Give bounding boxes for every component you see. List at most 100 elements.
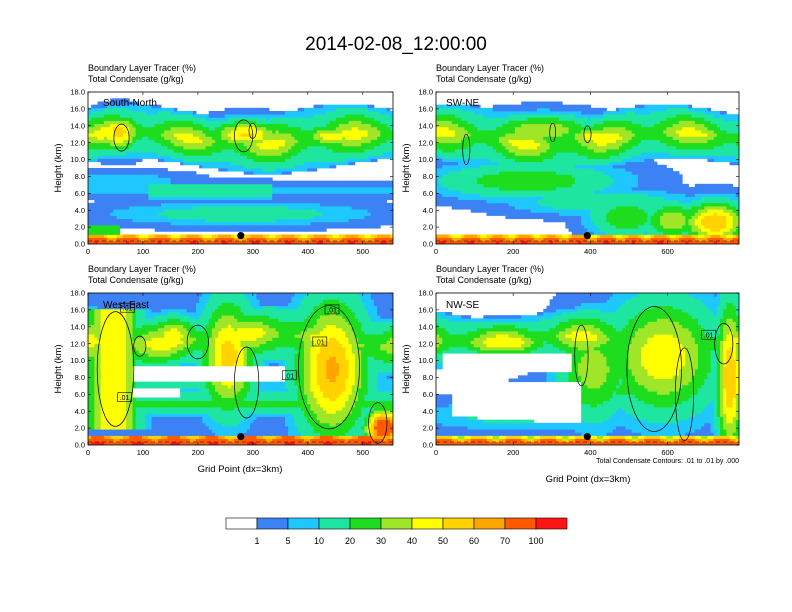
axes: 0.0 2.0 4.0 6.0 8.0 10.0 12.0 14.0 16.0 18.0 0 200 4… xyxy=(418,289,739,457)
colorbar-label: 5 xyxy=(285,536,290,546)
y-tick-label: 14.0 xyxy=(70,322,85,331)
contour-line xyxy=(96,311,135,427)
colorbar-label: 20 xyxy=(345,536,355,546)
y-tick-label: 12.0 xyxy=(418,138,433,147)
x-tick-label: 200 xyxy=(192,448,205,457)
colorbar-swatch xyxy=(256,517,289,530)
colorbar: 1 5 10 20 30 40 50 60 70 100 xyxy=(225,517,568,546)
y-tick-label: 14.0 xyxy=(70,121,85,130)
colorbar-swatch xyxy=(225,517,258,530)
colorbar-label: 10 xyxy=(314,536,324,546)
x-tick-label: 100 xyxy=(137,448,150,457)
x-axis-label: Grid Point (dx=3km) xyxy=(546,474,631,485)
x-tick-label: 600 xyxy=(661,247,674,256)
colorbar-label: 1 xyxy=(254,536,259,546)
colorbar-label: 70 xyxy=(500,536,510,546)
contour-line xyxy=(133,335,147,357)
panel-header-tracer: Boundary Layer Tracer (%) xyxy=(436,264,544,274)
x-tick-label: 200 xyxy=(507,247,520,256)
panel-label: South-North xyxy=(103,98,157,109)
x-tick-label: 0 xyxy=(434,247,438,256)
contour-line xyxy=(234,346,260,419)
x-tick-label: 400 xyxy=(584,448,597,457)
contour-label-box xyxy=(281,370,297,381)
panel-label: SW-NE xyxy=(446,98,479,109)
panel-header-tracer: Boundary Layer Tracer (%) xyxy=(88,63,196,73)
y-tick-label: 6.0 xyxy=(75,390,85,399)
condensate-contours xyxy=(436,122,739,242)
y-tick-label: 6.0 xyxy=(423,189,433,198)
y-tick-label: 14.0 xyxy=(418,121,433,130)
contour-label: .01 xyxy=(327,307,337,314)
y-tick-label: 4.0 xyxy=(423,206,433,215)
heatmap-field xyxy=(436,293,739,445)
contour-label: .01 xyxy=(284,373,294,380)
contour-line xyxy=(368,402,388,444)
panel-south-north: Boundary Layer Tracer (%) Total Condensa… xyxy=(53,63,394,256)
contour-line xyxy=(186,324,209,360)
x-tick-label: 0 xyxy=(86,448,90,457)
colorbar-swatch xyxy=(473,517,506,530)
y-tick-label: 12.0 xyxy=(70,339,85,348)
y-tick-label: 4.0 xyxy=(75,206,85,215)
panel-sw-ne: Boundary Layer Tracer (%) Total Condensa… xyxy=(401,63,740,256)
figure-title: 2014-02-08_12:00:00 xyxy=(305,34,487,55)
colorbar-label: 40 xyxy=(407,536,417,546)
y-tick-label: 10.0 xyxy=(418,155,433,164)
y-tick-label: 6.0 xyxy=(75,189,85,198)
colorbar-swatch xyxy=(442,517,475,530)
contour-line xyxy=(462,133,471,165)
y-tick-label: 18.0 xyxy=(70,88,85,97)
contour-label-box xyxy=(117,392,132,403)
contour-label-box xyxy=(324,304,340,315)
y-tick-label: 8.0 xyxy=(423,373,433,382)
x-tick-label: 400 xyxy=(302,448,315,457)
panel-label: NW-SE xyxy=(446,300,479,311)
x-tick-label: 400 xyxy=(302,247,315,256)
colorbar-label: 60 xyxy=(469,536,479,546)
y-tick-label: 4.0 xyxy=(423,407,433,416)
y-tick-label: 12.0 xyxy=(70,138,85,147)
axes: 0.0 2.0 4.0 6.0 8.0 10.0 12.0 14.0 16.0 18.0 0 100 2… xyxy=(70,289,393,457)
y-tick-label: 8.0 xyxy=(423,172,433,181)
contour-line xyxy=(234,119,254,153)
colorbar-swatch xyxy=(411,517,444,530)
plot-frame xyxy=(87,91,394,245)
condensate-contours xyxy=(88,119,393,242)
y-tick-label: 18.0 xyxy=(418,289,433,298)
y-tick-label: 2.0 xyxy=(423,223,433,232)
y-axis-label: Height (km) xyxy=(401,143,412,192)
y-tick-label: 0.0 xyxy=(75,441,85,450)
condensate-contours: .01 xyxy=(436,306,739,443)
y-tick-label: 16.0 xyxy=(70,305,85,314)
location-marker xyxy=(583,432,591,441)
y-tick-label: 8.0 xyxy=(75,373,85,382)
y-axis-label: Height (km) xyxy=(53,143,64,192)
x-tick-label: 100 xyxy=(137,247,150,256)
x-tick-label: 400 xyxy=(584,247,597,256)
colorbar-label: 50 xyxy=(438,536,448,546)
y-tick-label: 0.0 xyxy=(75,240,85,249)
x-tick-label: 300 xyxy=(247,247,260,256)
panel-header-condensate: Total Condensate (g/kg) xyxy=(436,275,532,285)
contour-label-box xyxy=(120,302,135,313)
contour-label: .01 xyxy=(315,339,325,346)
contour-line xyxy=(113,123,130,152)
contour-line xyxy=(583,125,592,143)
colorbar-swatch xyxy=(535,517,568,530)
panel-west-east: Boundary Layer Tracer (%) Total Condensa… xyxy=(53,264,394,475)
y-tick-label: 0.0 xyxy=(423,240,433,249)
location-marker xyxy=(237,231,245,240)
y-tick-label: 10.0 xyxy=(70,356,85,365)
y-tick-label: 2.0 xyxy=(75,424,85,433)
y-axis-label: Height (km) xyxy=(53,344,64,393)
panel-header-tracer: Boundary Layer Tracer (%) xyxy=(88,264,196,274)
heatmap-field xyxy=(88,98,393,244)
x-tick-label: 500 xyxy=(357,448,370,457)
contour-line xyxy=(298,305,360,430)
location-marker xyxy=(237,432,245,441)
colorbar-swatch xyxy=(380,517,413,530)
colorbar-swatch xyxy=(318,517,351,530)
y-axis-label: Height (km) xyxy=(401,344,412,393)
